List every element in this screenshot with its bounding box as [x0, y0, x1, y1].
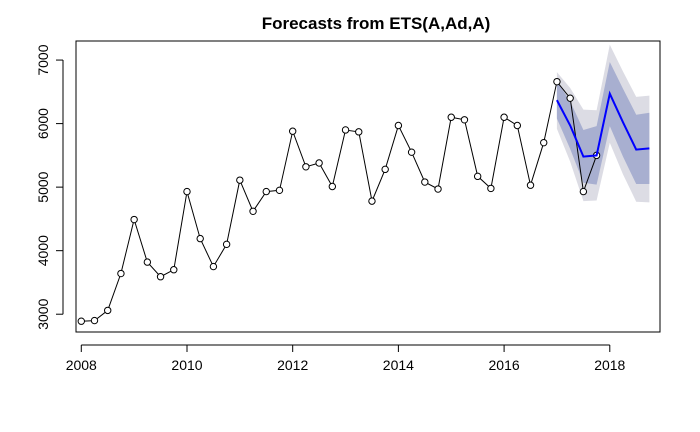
observed-point	[473, 172, 482, 181]
y-tick-label: 6000	[35, 108, 51, 139]
y-axis: 3000 4000 5000 6000 7000	[35, 44, 64, 330]
y-tick-label: 3000	[35, 298, 51, 329]
x-tick-label: 2008	[66, 357, 97, 373]
observed-point	[288, 127, 297, 135]
observed-point	[249, 207, 257, 215]
observed-point	[302, 163, 310, 171]
observed-series	[77, 77, 601, 325]
observed-point	[236, 176, 244, 184]
observed-point	[421, 178, 429, 186]
observed-point	[262, 187, 270, 196]
observed-point	[566, 94, 574, 102]
observed-point	[77, 317, 85, 325]
chart-title: Forecasts from ETS(A,Ad,A)	[262, 14, 491, 33]
observed-point	[434, 185, 442, 193]
observed-point	[487, 184, 495, 193]
observed-point	[407, 148, 416, 156]
forecast-line	[556, 90, 650, 158]
observed-point	[341, 126, 350, 134]
forecast-series	[556, 90, 650, 158]
observed-point	[328, 182, 337, 191]
x-tick-label: 2010	[171, 357, 202, 373]
plot-frame	[75, 40, 661, 333]
observed-point	[368, 197, 376, 205]
observed-point	[500, 113, 508, 121]
observed-point	[513, 121, 522, 130]
observed-point	[579, 187, 588, 196]
observed-point	[104, 306, 112, 315]
y-tick-label: 5000	[35, 171, 51, 202]
x-tick-label: 2018	[594, 357, 625, 373]
observed-point	[143, 258, 152, 266]
observed-point	[117, 269, 125, 278]
observed-point	[355, 128, 363, 136]
observed-point	[381, 165, 389, 174]
observed-point	[90, 316, 99, 325]
y-tick-label: 7000	[35, 44, 51, 75]
observed-point	[394, 121, 403, 130]
observed-point	[170, 266, 178, 274]
x-tick-label: 2016	[489, 357, 520, 373]
observed-point	[196, 234, 204, 243]
observed-point	[130, 215, 138, 224]
y-tick-label: 4000	[35, 235, 51, 266]
observed-point	[222, 240, 231, 249]
observed-point	[540, 138, 548, 147]
x-axis: 2008 2010 2012 2014 2016 2018	[66, 344, 626, 373]
x-tick-label: 2014	[383, 357, 414, 373]
observed-point	[526, 181, 535, 189]
observed-point	[275, 186, 284, 195]
observed-point	[460, 116, 469, 124]
observed-point	[315, 159, 323, 167]
x-tick-label: 2012	[277, 357, 308, 373]
observed-point	[553, 77, 561, 86]
observed-point	[209, 262, 218, 271]
observed-line	[81, 80, 598, 322]
observed-point	[447, 113, 455, 121]
observed-point	[183, 187, 191, 196]
observed-point	[156, 273, 165, 281]
